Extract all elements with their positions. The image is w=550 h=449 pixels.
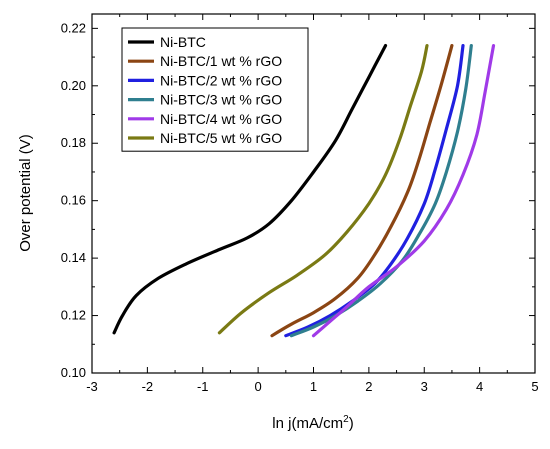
x-axis-title-end: )	[349, 415, 354, 432]
legend-label: Ni-BTC/4 wt % rGO	[160, 111, 282, 127]
series-line-4	[289, 44, 473, 338]
x-axis-title-main: ln j(mA/cm	[272, 415, 343, 432]
y-tick-label: 0.16	[61, 193, 86, 208]
axis-ticks: -3 -2 -1 0 1 2 3 4 5 0.10 0.12 0.14 0.16 0.18 0.20 0.22	[61, 14, 539, 394]
x-tick-label: 1	[310, 379, 317, 394]
series-group	[112, 44, 496, 338]
legend-label: Ni-BTC/1 wt % rGO	[160, 53, 282, 69]
x-tick-label: -1	[197, 379, 209, 394]
x-axis-title: ln j(mA/cm2)	[272, 414, 353, 432]
x-tick-label: 3	[421, 379, 428, 394]
legend-label: Ni-BTC/2 wt % rGO	[160, 72, 282, 88]
legend-label: Ni-BTC/5 wt % rGO	[160, 130, 282, 146]
x-tick-label: 0	[255, 379, 262, 394]
y-tick-label: 0.18	[61, 135, 86, 150]
x-tick-label: -3	[86, 379, 98, 394]
y-axis-title: Over potential (V)	[17, 134, 34, 252]
x-tick-label: 4	[476, 379, 483, 394]
legend-box	[121, 27, 309, 152]
x-axis-title-sup: 2	[343, 414, 349, 425]
y-tick-label: 0.12	[61, 308, 86, 323]
series-line-2	[270, 44, 454, 338]
y-tick-label: 0.10	[61, 365, 86, 380]
series-line-3	[284, 44, 465, 338]
y-tick-label: 0.20	[61, 78, 86, 93]
series-line-6	[217, 44, 429, 335]
series-line-5	[311, 44, 496, 338]
legend-label: Ni-BTC/3 wt % rGO	[160, 92, 282, 108]
x-tick-label: -2	[142, 379, 154, 394]
series-line-1	[112, 44, 388, 335]
x-tick-label: 5	[531, 379, 538, 394]
y-tick-label: 0.14	[61, 250, 86, 265]
x-tick-label: 2	[365, 379, 372, 394]
y-tick-label: 0.22	[61, 20, 86, 35]
legend: Ni-BTC Ni-BTC/1 wt % rGO Ni-BTC/2 wt % rGO…	[121, 27, 309, 152]
legend-label: Ni-BTC	[160, 34, 206, 50]
